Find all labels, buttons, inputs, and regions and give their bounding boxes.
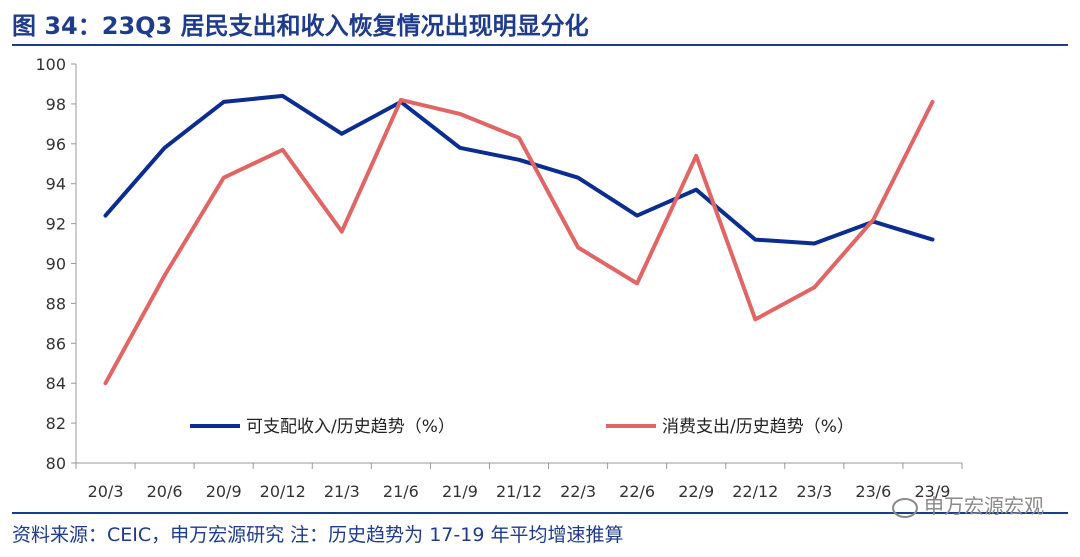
- y-tick-label: 82: [46, 414, 66, 433]
- source-note: 资料来源：CEIC，申万宏源研究 注：历史趋势为 17-19 年平均增速推算: [12, 524, 624, 546]
- chart-title: 图 34：23Q3 居民支出和收入恢复情况出现明显分化: [12, 12, 589, 40]
- watermark: 申万宏源宏观: [892, 490, 1044, 519]
- x-tick-label: 23/3: [796, 482, 832, 501]
- x-tick-label: 23/6: [855, 482, 891, 501]
- x-tick-label: 21/12: [496, 482, 542, 501]
- y-tick-label: 80: [46, 454, 66, 473]
- series-line-1: [103, 93, 935, 246]
- x-tick-label: 20/9: [206, 482, 242, 501]
- x-tick-label: 20/6: [147, 482, 183, 501]
- title-rule: [12, 44, 1068, 46]
- x-tick-label: 22/12: [732, 482, 778, 501]
- x-tick-label: 21/9: [442, 482, 478, 501]
- x-tick-label: 23/9: [914, 482, 950, 501]
- legend-label-1: 可支配收入/历史趋势（%）: [246, 417, 455, 437]
- x-tick-label: 22/6: [619, 482, 655, 501]
- x-tick-label: 20/12: [260, 482, 306, 501]
- wechat-icon: [892, 497, 918, 518]
- y-tick-label: 96: [46, 135, 66, 154]
- y-tick-label: 86: [46, 334, 66, 353]
- x-tick-label: 21/3: [324, 482, 360, 501]
- watermark-text: 申万宏源宏观: [924, 494, 1044, 518]
- footer-rule: [12, 512, 1068, 514]
- x-tick-label: 22/3: [560, 482, 596, 501]
- y-tick-label: 88: [46, 294, 66, 313]
- y-tick-label: 92: [46, 215, 66, 234]
- x-tick-label: 20/3: [88, 482, 124, 501]
- y-tick-label: 84: [46, 374, 66, 393]
- legend-label-2: 消费支出/历史趋势（%）: [662, 417, 854, 437]
- series-line-2: [103, 97, 935, 386]
- y-tick-label: 98: [46, 95, 66, 114]
- y-tick-label: 90: [46, 255, 66, 274]
- x-tick-label: 21/6: [383, 482, 419, 501]
- y-tick-label: 100: [35, 55, 66, 74]
- y-tick-label: 94: [46, 175, 66, 194]
- x-tick-label: 22/9: [678, 482, 714, 501]
